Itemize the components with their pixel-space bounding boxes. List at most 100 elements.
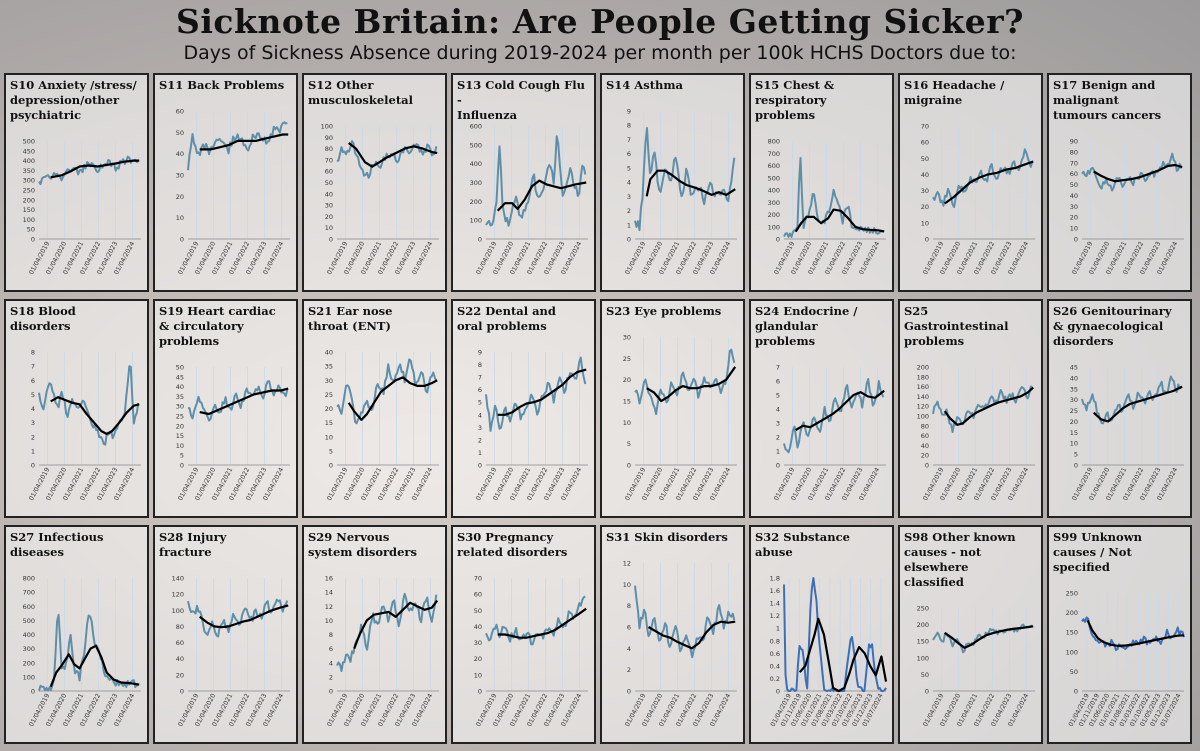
chart-svg: 02040608010012014001/04/201901/04/202001… [172,575,290,728]
monthly-series-line [38,155,139,186]
y-tick-label: 400 [768,187,780,195]
y-tick-label: 100 [172,607,184,615]
y-tick-label: 100 [768,223,780,231]
trend-line [199,387,289,416]
y-tick-label: 5 [31,391,35,399]
trend-line [497,607,587,639]
y-tick-label: 30 [325,202,333,210]
y-tick-label: 1.4 [770,600,780,608]
y-tick-label: 30 [1070,396,1078,404]
y-tick-label: 2 [776,434,780,442]
y-tick-label: 100 [1066,648,1078,656]
chart-title: S27 Infectious diseases [10,530,104,559]
monthly-series-line [38,365,140,446]
y-tick-label: 1 [776,448,780,456]
chart-title: S32 Substance abuse [755,530,850,559]
y-tick-label: 0 [478,462,482,470]
trend-line [49,644,140,688]
y-tick-label: 30 [325,377,333,385]
chart-panel-s25: S25 Gastrointestinal problems 0 20 40 60 80 10… [898,299,1043,518]
y-tick-label: 0 [478,236,482,244]
chart-svg: 010020030040050060070080001/04/201901/04… [768,138,886,276]
y-tick-label: 160 [917,383,929,391]
y-tick-label: 7 [31,363,35,371]
chart-title: S15 Chest & respiratory problems [755,78,835,122]
chart-svg: 010020030040050060001/04/201901/04/20200… [470,123,588,276]
y-tick-label: 6 [329,645,333,653]
y-tick-label: 10 [1070,225,1078,233]
chart-title: S99 Unknown causes / Not specified [1053,530,1142,574]
y-tick-label: 600 [470,123,482,131]
chart-title: S11 Back Problems [159,78,285,92]
y-tick-label: 40 [921,171,929,179]
y-tick-label: 20 [623,376,631,384]
y-tick-label: 60 [1070,170,1078,178]
y-tick-label: 25 [325,391,333,399]
chart-svg: 010020030040050060070080001/04/201901/04… [23,575,141,728]
y-tick-label: 5 [627,440,631,448]
y-tick-label: 0 [31,462,35,470]
y-tick-label: 600 [23,603,35,611]
chart-title: S22 Dental and oral problems [457,304,556,333]
chart-title: S98 Other known causes - not elsewhere c… [904,530,1016,589]
y-tick-label: 50 [325,179,333,187]
y-tick-label: 12 [623,560,631,568]
y-tick-label: 1 [627,221,631,229]
page-title: Sicknote Britain: Are People Getting Sic… [176,2,1024,41]
y-tick-label: 300 [470,179,482,187]
y-tick-label: 0 [776,688,780,696]
chart-panel-s23: S23 Eye problems 0 5 10 15 20 25 30 01/04/2019 01… [600,299,745,518]
chart-panel-s13: S13 Cold Cough Flu - Influenza 0 100 200 300… [451,73,596,292]
chart-panel-s24: S24 Endocrine / glandular problems 0 1 2 3 4 5… [749,299,894,518]
y-tick-label: 1.8 [770,575,780,583]
chart-title: S21 Ear nose throat (ENT) [308,304,393,333]
monthly-series-line [634,348,736,416]
y-tick-label: 16 [325,575,333,583]
monthly-series-line [485,356,587,432]
y-tick-label: 1 [31,447,35,455]
y-tick-label: 20 [921,203,929,211]
y-tick-label: 20 [176,422,184,430]
y-tick-label: 60 [176,639,184,647]
y-tick-label: 200 [768,211,780,219]
y-tick-label: 45 [1070,364,1078,372]
chart-title: S12 Other musculoskeletal [308,78,413,107]
trend-line [348,142,438,168]
y-tick-label: 20 [921,452,929,460]
y-tick-label: 200 [470,198,482,206]
y-tick-label: 8 [329,631,333,639]
y-tick-label: 40 [921,442,929,450]
y-tick-label: 5 [180,452,184,460]
y-tick-label: 0.2 [770,675,780,683]
y-tick-label: 70 [1070,159,1078,167]
y-tick-label: 100 [470,217,482,225]
chart-svg: 051015202530354001/04/201901/04/202001/0… [325,349,439,502]
trend-line [199,604,289,629]
y-tick-label: 6 [31,377,35,385]
chart-svg: 05010015020025001/04/201901/11/201901/06… [1066,590,1185,728]
y-tick-label: 700 [768,150,780,158]
y-tick-label: 8 [478,361,482,369]
y-tick-label: 100 [23,216,35,224]
y-tick-label: 3 [776,420,780,428]
y-tick-label: 5 [1074,451,1078,459]
y-tick-label: 600 [768,162,780,170]
y-tick-label: 200 [23,196,35,204]
y-tick-label: 14 [325,589,333,597]
y-tick-label: 35 [1070,385,1078,393]
y-tick-label: 100 [23,673,35,681]
trend-line [50,396,140,435]
y-tick-label: 400 [23,157,35,165]
y-tick-label: 400 [470,160,482,168]
y-tick-label: 5 [627,164,631,172]
y-tick-label: 0 [478,688,482,696]
y-tick-label: 50 [474,607,482,615]
y-tick-label: 700 [23,589,35,597]
y-tick-label: 25 [1070,407,1078,415]
y-tick-label: 25 [176,413,184,421]
y-tick-label: 10 [325,617,333,625]
chart-svg: 010203040506070809001/04/201901/04/20200… [1070,138,1184,276]
y-tick-label: 80 [325,145,333,153]
y-tick-label: 10 [325,224,333,232]
y-tick-label: 2 [31,433,35,441]
